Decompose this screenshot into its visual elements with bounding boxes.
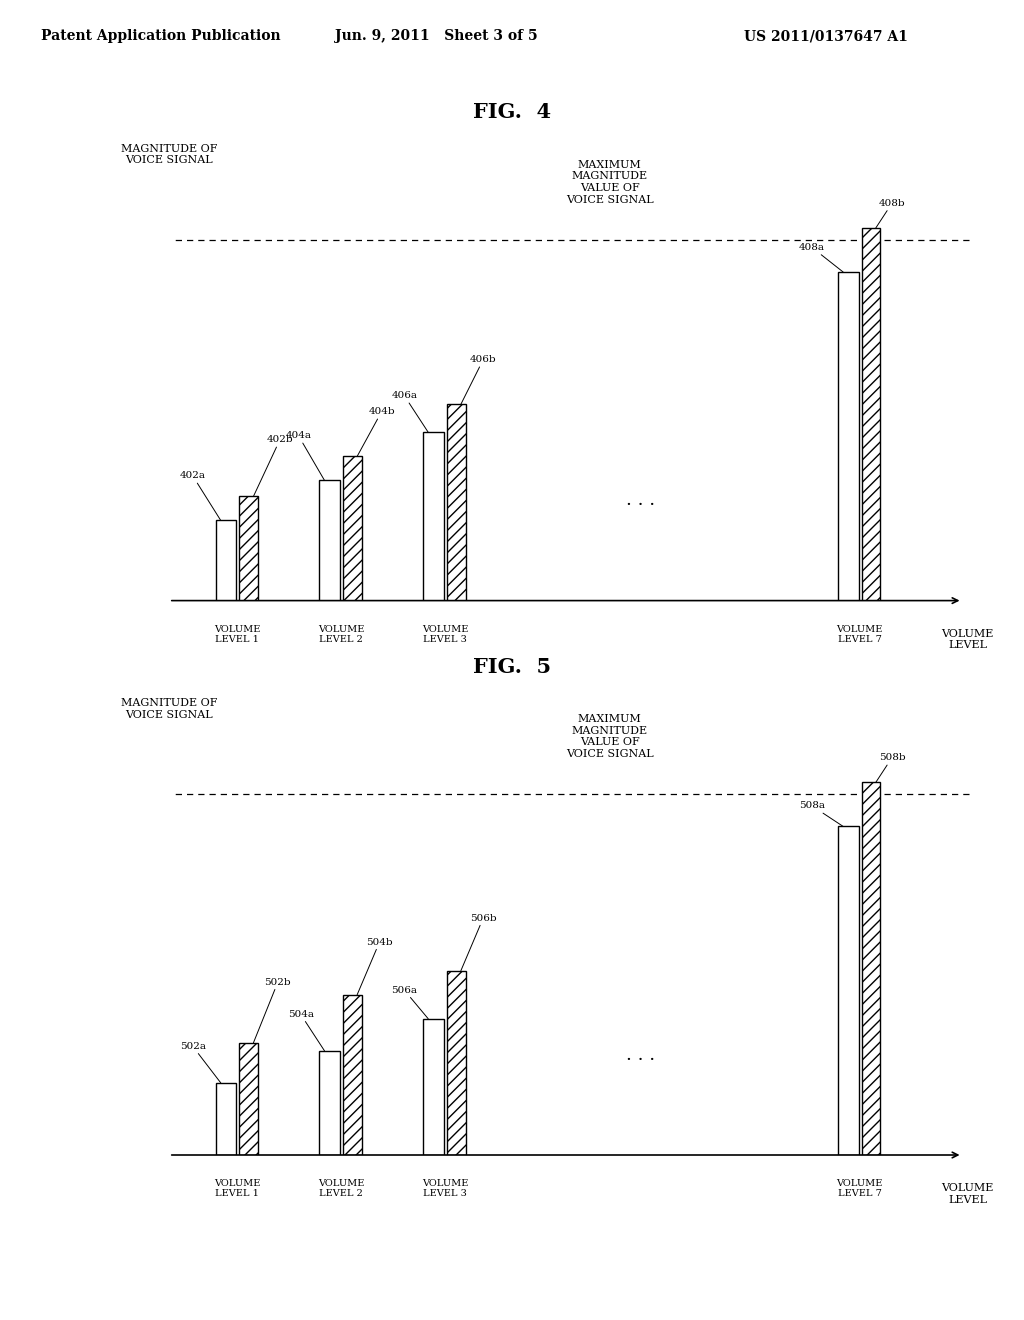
Bar xyxy=(862,783,881,1155)
Bar xyxy=(862,228,881,601)
Bar xyxy=(423,433,443,601)
Text: 502a: 502a xyxy=(180,1041,221,1082)
Bar xyxy=(423,1019,443,1155)
Text: 506a: 506a xyxy=(391,986,428,1019)
Bar xyxy=(216,1082,237,1155)
Text: 508a: 508a xyxy=(799,801,843,826)
Bar xyxy=(319,480,340,601)
Text: VOLUME
LEVEL 3: VOLUME LEVEL 3 xyxy=(422,624,468,644)
Text: 506b: 506b xyxy=(461,913,497,970)
Bar xyxy=(240,1043,258,1155)
Text: MAGNITUDE OF
VOICE SIGNAL: MAGNITUDE OF VOICE SIGNAL xyxy=(121,698,217,719)
Text: 406a: 406a xyxy=(391,391,428,433)
Bar xyxy=(446,970,466,1155)
Bar xyxy=(446,404,466,601)
Text: . . .: . . . xyxy=(627,491,655,510)
Text: FIG.  4: FIG. 4 xyxy=(473,102,551,123)
Text: 402a: 402a xyxy=(180,471,221,520)
Text: VOLUME
LEVEL: VOLUME LEVEL xyxy=(941,1183,994,1205)
Text: VOLUME
LEVEL 2: VOLUME LEVEL 2 xyxy=(317,1179,365,1199)
Text: VOLUME
LEVEL 7: VOLUME LEVEL 7 xyxy=(837,624,883,644)
Text: 508b: 508b xyxy=(876,754,905,783)
Text: VOLUME
LEVEL 1: VOLUME LEVEL 1 xyxy=(214,624,260,644)
Bar xyxy=(319,1051,340,1155)
Text: MAGNITUDE OF
VOICE SIGNAL: MAGNITUDE OF VOICE SIGNAL xyxy=(121,144,217,165)
Text: 504b: 504b xyxy=(357,937,393,995)
Text: VOLUME
LEVEL: VOLUME LEVEL xyxy=(941,628,994,651)
Text: VOLUME
LEVEL 7: VOLUME LEVEL 7 xyxy=(837,1179,883,1199)
Text: 408a: 408a xyxy=(799,243,843,272)
Text: 502b: 502b xyxy=(253,978,291,1043)
Text: VOLUME
LEVEL 3: VOLUME LEVEL 3 xyxy=(422,1179,468,1199)
Text: MAXIMUM
MAGNITUDE
VALUE OF
VOICE SIGNAL: MAXIMUM MAGNITUDE VALUE OF VOICE SIGNAL xyxy=(566,714,653,759)
Bar xyxy=(838,826,859,1155)
Bar xyxy=(343,457,361,601)
Text: . . .: . . . xyxy=(627,1045,655,1064)
Text: 408b: 408b xyxy=(876,199,905,228)
Text: 504a: 504a xyxy=(288,1010,325,1051)
Text: 404b: 404b xyxy=(357,408,395,457)
Bar xyxy=(343,995,361,1155)
Text: 406b: 406b xyxy=(461,355,497,404)
Bar xyxy=(216,520,237,601)
Bar xyxy=(838,272,859,601)
Text: VOLUME
LEVEL 1: VOLUME LEVEL 1 xyxy=(214,1179,260,1199)
Text: US 2011/0137647 A1: US 2011/0137647 A1 xyxy=(743,29,907,44)
Text: VOLUME
LEVEL 2: VOLUME LEVEL 2 xyxy=(317,624,365,644)
Text: 402b: 402b xyxy=(253,436,293,496)
Bar xyxy=(240,496,258,601)
Text: 404a: 404a xyxy=(286,432,325,480)
Text: MAXIMUM
MAGNITUDE
VALUE OF
VOICE SIGNAL: MAXIMUM MAGNITUDE VALUE OF VOICE SIGNAL xyxy=(566,160,653,205)
Text: Jun. 9, 2011   Sheet 3 of 5: Jun. 9, 2011 Sheet 3 of 5 xyxy=(335,29,538,44)
Text: FIG.  5: FIG. 5 xyxy=(473,656,551,677)
Text: Patent Application Publication: Patent Application Publication xyxy=(41,29,281,44)
